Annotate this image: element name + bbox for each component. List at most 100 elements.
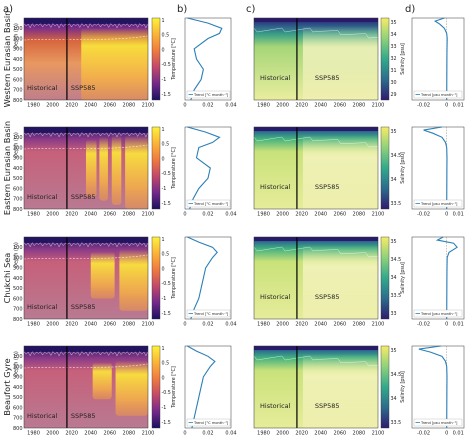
year-tick-label: 2020 xyxy=(295,322,308,328)
temperature-colorbar xyxy=(151,126,161,210)
temp-trend-tick: 0 xyxy=(183,212,186,218)
row-group: Beaufort Gyre Depth (m)Historical SSP58510… xyxy=(2,345,465,437)
year-tick-label: 2100 xyxy=(372,212,385,218)
panel-b-frame xyxy=(184,345,232,429)
salinity-trend-line xyxy=(435,236,458,320)
temp-colorbar-tick: -0.5 xyxy=(162,281,171,287)
year-tick-label: 2100 xyxy=(142,103,155,109)
temperature-trend-line xyxy=(187,126,221,210)
sal-colorbar-tick: 35 xyxy=(391,129,397,135)
depth-axis-label: Depth (m) xyxy=(14,242,20,268)
depth-axis-label: Depth (m) xyxy=(14,132,20,158)
ssp585-label: SSP585 xyxy=(315,183,340,191)
depth-tick-label: 100 xyxy=(13,26,23,32)
surface-contour xyxy=(23,22,149,29)
temp-colorbar-tick: -0.5 xyxy=(162,171,171,177)
sal-trend-legend-label: Trend [psu month⁻¹] xyxy=(420,421,458,425)
isotherm-contour xyxy=(23,35,149,41)
temp-colorbar-tick: -0.5 xyxy=(162,390,171,396)
year-tick-label: 2080 xyxy=(123,103,136,109)
salinity-future-freshening xyxy=(302,26,378,100)
depth-tick-label: 700 xyxy=(13,416,23,422)
row-group: Western Eurasian Basin Depth (m) Historica… xyxy=(2,11,465,109)
trend-legend xyxy=(413,418,463,427)
trend-legend xyxy=(413,199,463,208)
temperature-trend-line xyxy=(187,17,223,101)
year-tick-label: 2080 xyxy=(123,322,136,328)
year-tick-label: 2040 xyxy=(84,212,97,218)
salinity-colorbar xyxy=(380,126,390,210)
salinity-future-freshening xyxy=(302,354,378,428)
depth-tick-label: 100 xyxy=(13,135,23,141)
year-tick-label: 2100 xyxy=(372,431,385,437)
temperature-colorbar xyxy=(151,17,161,101)
sal-colorbar-label: Salinity [psu] xyxy=(400,371,406,403)
year-tick-label: 2060 xyxy=(333,431,346,437)
sal-colorbar-tick: 29 xyxy=(391,92,397,98)
year-tick-label: 1980 xyxy=(257,103,270,109)
year-tick-label: 2060 xyxy=(333,322,346,328)
temp-colorbar-tick: 0.5 xyxy=(162,33,170,39)
temp-colorbar-tick: 0.5 xyxy=(162,252,170,258)
sal-colorbar-tick: 34.5 xyxy=(391,257,402,263)
halocline-contour xyxy=(253,246,379,258)
temp-colorbar-tick: -0.5 xyxy=(162,62,171,68)
sal-colorbar-tick: 35 xyxy=(391,348,397,354)
temp-colorbar-tick: 0.5 xyxy=(162,142,170,148)
temperature-colorbar xyxy=(151,236,161,320)
sal-colorbar-tick: 35 xyxy=(391,20,397,26)
temp-colorbar-tick: 0 xyxy=(162,266,165,272)
panel-a-frame xyxy=(23,17,149,101)
salinity-colorbar xyxy=(380,17,390,101)
panel-c-frame xyxy=(253,17,379,101)
temp-colorbar-tick: 0 xyxy=(162,375,165,381)
depth-tick-label: 800 xyxy=(13,426,23,432)
temp-trend-tick: 0.04 xyxy=(225,212,236,218)
panel-d-frame xyxy=(411,345,465,429)
panel-d-frame xyxy=(411,236,465,320)
halocline-contour xyxy=(253,355,379,367)
surface-fresh-layer xyxy=(254,237,378,241)
temp-colorbar-tick: 1 xyxy=(162,127,165,133)
sal-trend-tick: -0.02 xyxy=(417,212,430,218)
sal-colorbar-tick: 34.5 xyxy=(391,372,402,378)
year-tick-label: 2000 xyxy=(46,322,59,328)
year-tick-label: 2100 xyxy=(142,212,155,218)
panel-d-frame xyxy=(411,17,465,101)
year-tick-label: 2040 xyxy=(314,103,327,109)
year-tick-label: 2020 xyxy=(65,431,78,437)
year-tick-label: 2020 xyxy=(295,431,308,437)
sal-colorbar-tick: 34 xyxy=(391,177,397,183)
sal-colorbar-tick: 33.5 xyxy=(391,293,402,299)
trend-legend xyxy=(413,90,463,99)
surface-fresh-layer xyxy=(254,127,378,131)
year-tick-label: 2020 xyxy=(65,322,78,328)
warming-plume xyxy=(125,135,148,209)
sal-trend-tick: -0.02 xyxy=(417,103,430,109)
temp-colorbar-tick: 1 xyxy=(162,346,165,352)
panel-b-frame xyxy=(184,17,232,101)
sal-trend-tick: 0 xyxy=(445,322,448,328)
panel-c-frame xyxy=(253,126,379,210)
warming-plume xyxy=(115,360,148,416)
surface-cold-layer xyxy=(24,18,148,24)
sal-trend-tick: 0 xyxy=(445,103,448,109)
depth-tick-label: 300 xyxy=(13,375,23,381)
temp-colorbar-tick: -1.5 xyxy=(162,201,171,207)
warming-plume xyxy=(81,27,148,101)
halocline-contour xyxy=(253,27,379,39)
year-tick-label: 2020 xyxy=(65,103,78,109)
surface-contour xyxy=(23,350,149,357)
year-tick-label: 2040 xyxy=(84,103,97,109)
depth-tick-label: 200 xyxy=(13,255,23,261)
row-group: Chukchi Sea Depth (m)Historical SSP5851002… xyxy=(2,236,465,328)
year-tick-label: 2080 xyxy=(353,431,366,437)
year-tick-label: 2000 xyxy=(276,431,289,437)
ssp585-label: SSP585 xyxy=(71,84,96,92)
depth-axis-label: Depth (m) xyxy=(14,351,20,377)
sal-colorbar-tick: 34.5 xyxy=(391,153,402,159)
temp-trend-legend-label: Trend [°C month⁻¹] xyxy=(193,202,229,206)
row-label: Eastern Eurasian Basin xyxy=(2,121,12,215)
sal-colorbar-label: Salinity [psu] xyxy=(400,152,406,184)
panel-letter-a: a) xyxy=(3,4,13,15)
